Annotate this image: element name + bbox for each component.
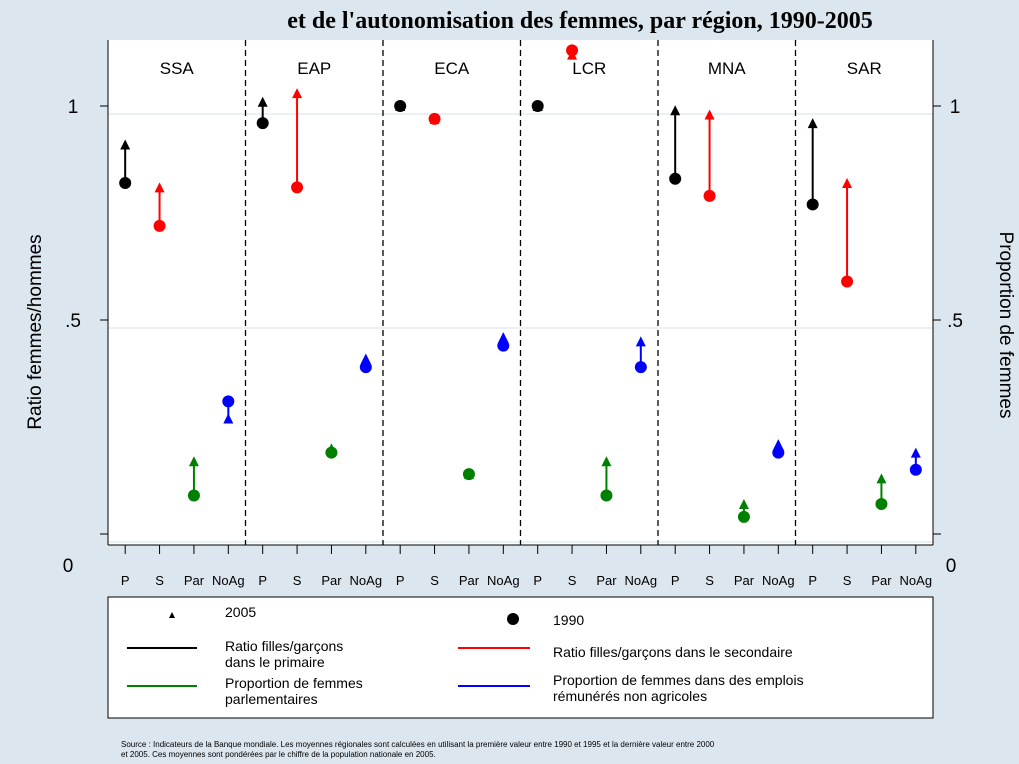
legend-parliament-label-2: parlementaires (225, 691, 318, 707)
legend: 2005 1990 Ratio filles/garçons dans le p… (108, 597, 933, 718)
x-tick-label: P (121, 573, 130, 588)
region-label: MNA (708, 59, 746, 78)
marker-1990 (807, 198, 819, 210)
x-tick-label: Par (596, 573, 617, 588)
marker-1990 (566, 44, 578, 56)
region-label: EAP (297, 59, 331, 78)
x-tick-label: S (430, 573, 439, 588)
marker-1990 (394, 100, 406, 112)
y-tick-label: 0 (63, 556, 74, 577)
region-label: SAR (847, 59, 882, 78)
marker-1990 (463, 468, 475, 480)
marker-1990 (635, 361, 647, 373)
y-tick-label-right: .5 (947, 311, 963, 332)
legend-nonag-label-2: rémunérés non agricoles (553, 688, 707, 704)
marker-1990 (325, 447, 337, 459)
y-axis-label-right: Proportion de femmes (995, 232, 1016, 419)
legend-2005-label: 2005 (225, 604, 256, 620)
region-label: LCR (572, 59, 606, 78)
x-tick-label: P (671, 573, 680, 588)
marker-1990 (600, 489, 612, 501)
legend-nonag-label-1: Proportion de femmes dans des emplois (553, 672, 804, 688)
x-tick-label: Par (459, 573, 480, 588)
marker-1990 (222, 395, 234, 407)
x-tick-label: P (808, 573, 817, 588)
region-label: ECA (434, 59, 470, 78)
x-tick-label: P (396, 573, 405, 588)
x-tick-label: P (533, 573, 542, 588)
x-tick-label: S (155, 573, 164, 588)
source-note-line-1: Source : Indicateurs de la Banque mondia… (121, 740, 715, 749)
marker-1990 (738, 511, 750, 523)
marker-1990 (188, 489, 200, 501)
x-tick-label: NoAg (350, 573, 383, 588)
marker-1990 (669, 173, 681, 185)
y-tick-label: .5 (65, 311, 81, 332)
legend-circle-marker (507, 613, 519, 625)
x-tick-label: NoAg (487, 573, 520, 588)
y-tick-label: 1 (68, 97, 79, 118)
chart-title: et de l'autonomisation des femmes, par r… (287, 8, 873, 34)
legend-primary-label-1: Ratio filles/garçons (225, 638, 343, 654)
marker-1990 (429, 113, 441, 125)
x-tick-label: NoAg (212, 573, 245, 588)
marker-1990 (841, 275, 853, 287)
marker-1990 (291, 181, 303, 193)
marker-1990 (704, 190, 716, 202)
marker-1990 (257, 117, 269, 129)
region-label: SSA (160, 59, 195, 78)
legend-parliament-label-1: Proportion de femmes (225, 675, 363, 691)
y-axis-label: Ratio femmes/hommes (25, 234, 46, 429)
legend-primary-label-2: dans le primaire (225, 654, 325, 670)
x-tick-label: Par (734, 573, 755, 588)
marker-1990 (154, 220, 166, 232)
x-tick-label: P (258, 573, 267, 588)
marker-1990 (875, 498, 887, 510)
x-tick-label: S (293, 573, 302, 588)
x-tick-label: S (843, 573, 852, 588)
legend-1990-label: 1990 (553, 612, 584, 628)
x-tick-label: S (705, 573, 714, 588)
marker-1990 (910, 464, 922, 476)
x-tick-label: NoAg (625, 573, 658, 588)
x-tick-label: Par (321, 573, 342, 588)
x-tick-label: NoAg (900, 573, 933, 588)
x-tick-label: NoAg (762, 573, 795, 588)
source-note-line-2: et 2005. Ces moyennes sont pondérées par… (121, 750, 436, 759)
marker-1990 (772, 447, 784, 459)
marker-1990 (532, 100, 544, 112)
x-tick-label: S (568, 573, 577, 588)
legend-secondary-label: Ratio filles/garçons dans le secondaire (553, 644, 793, 660)
y-tick-label-right: 0 (946, 556, 957, 577)
marker-1990 (119, 177, 131, 189)
x-tick-label: Par (184, 573, 205, 588)
x-tick-label: Par (871, 573, 892, 588)
marker-1990 (360, 361, 372, 373)
marker-1990 (497, 340, 509, 352)
y-tick-label-right: 1 (950, 97, 961, 118)
